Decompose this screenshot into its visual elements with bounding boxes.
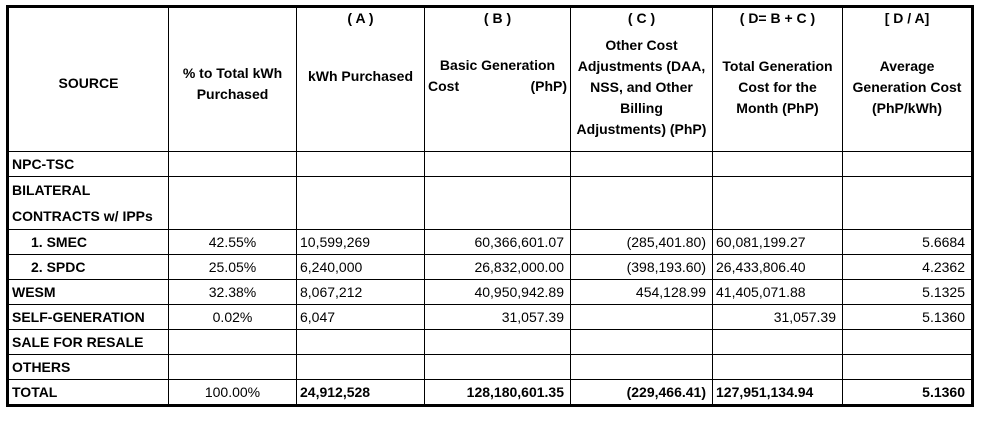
row-resale-source: SALE FOR RESALE	[7, 329, 169, 355]
row-selfgen: SELF-GENERATION 0.02% 6,047 31,057.39 31…	[7, 304, 973, 330]
row-spdc: 2. SPDC 25.05% 6,240,000 26,832,000.00 (…	[7, 254, 973, 280]
generation-cost-table-wrapper: SOURCE % to Total kWh Purchased ( A ) kW…	[6, 5, 974, 407]
row-spdc-kwh: 6,240,000	[296, 254, 425, 280]
row-wesm-pct: 32.38%	[168, 279, 297, 305]
row-resale: SALE FOR RESALE	[7, 329, 973, 355]
row-selfgen-source: SELF-GENERATION	[7, 304, 169, 330]
row-total-basic: 128,180,601.35	[424, 379, 571, 406]
row-smec-kwh: 10,599,269	[296, 229, 425, 255]
row-selfgen-total: 31,057.39	[712, 304, 843, 330]
row-others: OTHERS	[7, 354, 973, 380]
row-spdc-total: 26,433,806.40	[712, 254, 843, 280]
header-total: ( D= B + C ) Total Generation Cost for t…	[712, 6, 843, 152]
generation-cost-table: SOURCE % to Total kWh Purchased ( A ) kW…	[6, 5, 974, 407]
row-smec-pct: 42.55%	[168, 229, 297, 255]
row-spdc-source: 2. SPDC	[7, 254, 169, 280]
row-npc-source: NPC-TSC	[7, 151, 169, 177]
header-basic: ( B ) Basic Generation Cost (PhP)	[424, 6, 571, 152]
header-avg-letter: [ D / A]	[884, 10, 930, 26]
row-spdc-other: (398,193.60)	[570, 254, 713, 280]
header-kwh-label: kWh Purchased	[307, 68, 414, 84]
row-smec-other: (285,401.80)	[570, 229, 713, 255]
row-smec-total: 60,081,199.27	[712, 229, 843, 255]
row-total-kwh: 24,912,528	[296, 379, 425, 406]
row-smec: 1. SMEC 42.55% 10,599,269 60,366,601.07 …	[7, 229, 973, 255]
header-total-letter: ( D= B + C )	[739, 10, 816, 26]
row-spdc-avg: 4.2362	[842, 254, 973, 280]
row-total-source: TOTAL	[7, 379, 169, 406]
row-selfgen-other	[570, 304, 713, 330]
row-total: TOTAL 100.00% 24,912,528 128,180,601.35 …	[7, 379, 973, 406]
row-selfgen-basic: 31,057.39	[424, 304, 571, 330]
header-other: ( C ) Other Cost Adjustments (DAA, NSS, …	[570, 6, 713, 152]
header-other-letter: ( C )	[627, 10, 656, 26]
header-basic-label-c: (PhP)	[530, 78, 567, 94]
row-wesm-total: 41,405,071.88	[712, 279, 843, 305]
row-selfgen-avg: 5.1360	[842, 304, 973, 330]
header-pct: % to Total kWh Purchased	[168, 6, 297, 152]
header-source: SOURCE	[7, 6, 169, 152]
row-total-avg: 5.1360	[842, 379, 973, 406]
header-row: SOURCE % to Total kWh Purchased ( A ) kW…	[7, 6, 973, 152]
row-wesm-kwh: 8,067,212	[296, 279, 425, 305]
row-selfgen-kwh: 6,047	[296, 304, 425, 330]
row-spdc-basic: 26,832,000.00	[424, 254, 571, 280]
header-basic-letter: ( B )	[483, 10, 512, 26]
row-selfgen-pct: 0.02%	[168, 304, 297, 330]
header-basic-label-a: Basic Generation	[439, 57, 556, 73]
row-total-other: (229,466.41)	[570, 379, 713, 406]
header-avg: [ D / A] Average Generation Cost (PhP/kW…	[842, 6, 973, 152]
header-avg-label: Average Generation Cost (PhP/kWh)	[852, 58, 962, 116]
row-total-total: 127,951,134.94	[712, 379, 843, 406]
header-other-label: Other Cost Adjustments (DAA, NSS, and Ot…	[576, 37, 707, 137]
row-total-pct: 100.00%	[168, 379, 297, 406]
row-smec-basic: 60,366,601.07	[424, 229, 571, 255]
row-wesm-other: 454,128.99	[570, 279, 713, 305]
row-wesm: WESM 32.38% 8,067,212 40,950,942.89 454,…	[7, 279, 973, 305]
row-npc: NPC-TSC	[7, 151, 973, 177]
header-total-label: Total Generation Cost for the Month (PhP…	[722, 58, 833, 116]
row-smec-source: 1. SMEC	[7, 229, 169, 255]
row-smec-avg: 5.6684	[842, 229, 973, 255]
header-kwh-letter: ( A )	[347, 10, 374, 26]
row-wesm-avg: 5.1325	[842, 279, 973, 305]
row-spdc-pct: 25.05%	[168, 254, 297, 280]
row-wesm-source: WESM	[7, 279, 169, 305]
row-bilateral: BILATERAL CONTRACTS w/ IPPs	[7, 176, 973, 230]
header-kwh: ( A ) kWh Purchased	[296, 6, 425, 152]
row-others-source: OTHERS	[7, 354, 169, 380]
header-basic-label-b: Cost	[428, 78, 460, 94]
row-bilateral-source: BILATERAL CONTRACTS w/ IPPs	[7, 176, 169, 230]
row-wesm-basic: 40,950,942.89	[424, 279, 571, 305]
